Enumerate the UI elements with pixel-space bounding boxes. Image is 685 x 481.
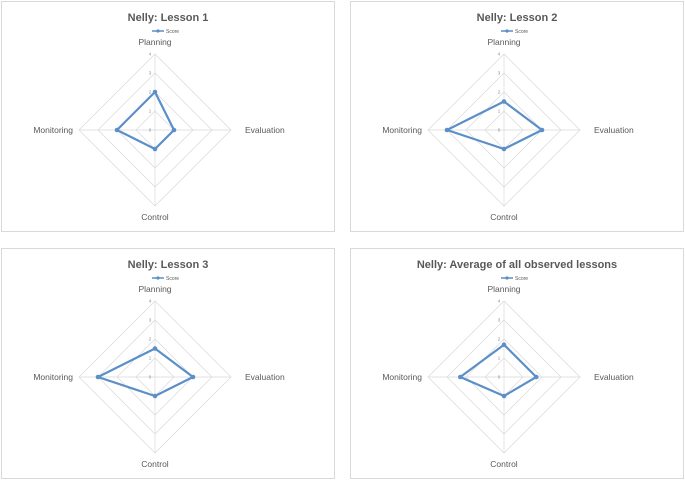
category-label-monitoring: Monitoring bbox=[33, 372, 73, 382]
legend-label: Score bbox=[515, 29, 528, 35]
radar-svg: Nelly: Lesson 2 Score 0 1 2 3 4 Planning Evaluat… bbox=[382, 12, 634, 222]
tick-label: 3 bbox=[149, 71, 152, 76]
radar-chart-average: Nelly: Average of all observed lessons Sc… bbox=[350, 248, 684, 479]
chart-title: Nelly: Average of all observed lessons bbox=[417, 259, 617, 271]
data-point-planning bbox=[152, 89, 158, 95]
tick-label: 1 bbox=[149, 356, 152, 361]
legend-marker bbox=[156, 29, 160, 33]
radar-svg: Nelly: Lesson 1 Score 0 1 2 3 4 Planning Evaluat… bbox=[33, 12, 285, 222]
data-point-monitoring bbox=[95, 374, 101, 380]
radar-chart-lesson-1: Nelly: Lesson 1 Score 0 1 2 3 4 Planning Evaluat… bbox=[1, 1, 335, 232]
series-line-score bbox=[96, 347, 195, 398]
category-label-planning: Planning bbox=[138, 284, 171, 294]
tick-label: 1 bbox=[498, 109, 501, 114]
data-point-planning bbox=[501, 342, 507, 347]
tick-label: 4 bbox=[498, 52, 501, 57]
tick-label: 0 bbox=[498, 375, 501, 380]
category-label-monitoring: Monitoring bbox=[382, 372, 422, 382]
category-label-planning: Planning bbox=[138, 37, 171, 47]
data-point-evaluation bbox=[171, 127, 177, 133]
legend-marker bbox=[505, 29, 509, 33]
radar-svg: Nelly: Lesson 3 Score 0 1 2 3 4 Planning Evaluat… bbox=[33, 259, 285, 469]
tick-label: 0 bbox=[149, 128, 152, 133]
category-label-monitoring: Monitoring bbox=[33, 125, 73, 135]
data-point-control bbox=[152, 393, 158, 399]
radar-svg: Nelly: Average of all observed lessons Sc… bbox=[382, 259, 634, 469]
legend: Score bbox=[152, 276, 179, 282]
chart-title: Nelly: Lesson 2 bbox=[477, 12, 558, 24]
legend-marker bbox=[505, 276, 509, 280]
data-point-evaluation bbox=[190, 374, 196, 380]
category-label-control: Control bbox=[141, 459, 169, 469]
category-label-control: Control bbox=[490, 459, 518, 469]
tick-label: 2 bbox=[149, 90, 152, 95]
data-point-control bbox=[501, 146, 507, 152]
data-point-monitoring bbox=[458, 374, 463, 380]
radar-chart-lesson-3: Nelly: Lesson 3 Score 0 1 2 3 4 Planning Evaluat… bbox=[1, 248, 335, 479]
tick-label: 4 bbox=[149, 52, 152, 57]
data-point-evaluation bbox=[539, 127, 545, 133]
legend: Score bbox=[152, 29, 179, 35]
category-label-evaluation: Evaluation bbox=[594, 125, 634, 135]
data-point-planning bbox=[501, 99, 507, 104]
tick-label: 0 bbox=[149, 375, 152, 380]
legend-marker bbox=[156, 276, 160, 280]
data-point-planning bbox=[152, 346, 158, 351]
tick-label: 1 bbox=[149, 109, 152, 114]
tick-label: 4 bbox=[498, 299, 501, 304]
legend: Score bbox=[501, 29, 528, 35]
category-label-planning: Planning bbox=[487, 284, 520, 294]
chart-title: Nelly: Lesson 3 bbox=[128, 259, 209, 271]
category-label-control: Control bbox=[141, 212, 169, 222]
legend-label: Score bbox=[166, 29, 179, 35]
category-label-evaluation: Evaluation bbox=[245, 372, 285, 382]
legend-label: Score bbox=[515, 276, 528, 282]
tick-label: 3 bbox=[498, 318, 501, 323]
category-label-evaluation: Evaluation bbox=[245, 125, 285, 135]
tick-label: 2 bbox=[149, 337, 152, 342]
category-label-planning: Planning bbox=[487, 37, 520, 47]
series-line-score bbox=[445, 100, 544, 151]
tick-label: 3 bbox=[498, 71, 501, 76]
legend-label: Score bbox=[166, 276, 179, 282]
chart-title: Nelly: Lesson 1 bbox=[128, 12, 209, 24]
data-point-evaluation bbox=[534, 374, 539, 380]
tick-label: 2 bbox=[498, 337, 501, 342]
tick-label: 0 bbox=[498, 128, 501, 133]
data-point-monitoring bbox=[444, 127, 450, 133]
data-point-control bbox=[501, 393, 507, 399]
tick-label: 3 bbox=[149, 318, 152, 323]
tick-label: 1 bbox=[498, 356, 501, 361]
radar-chart-lesson-2: Nelly: Lesson 2 Score 0 1 2 3 4 Planning Evaluat… bbox=[350, 1, 684, 232]
data-point-control bbox=[152, 146, 158, 152]
category-label-control: Control bbox=[490, 212, 518, 222]
category-label-evaluation: Evaluation bbox=[594, 372, 634, 382]
tick-label: 4 bbox=[149, 299, 152, 304]
category-label-monitoring: Monitoring bbox=[382, 125, 422, 135]
legend: Score bbox=[501, 276, 528, 282]
tick-label: 2 bbox=[498, 90, 501, 95]
data-point-monitoring bbox=[114, 127, 120, 133]
